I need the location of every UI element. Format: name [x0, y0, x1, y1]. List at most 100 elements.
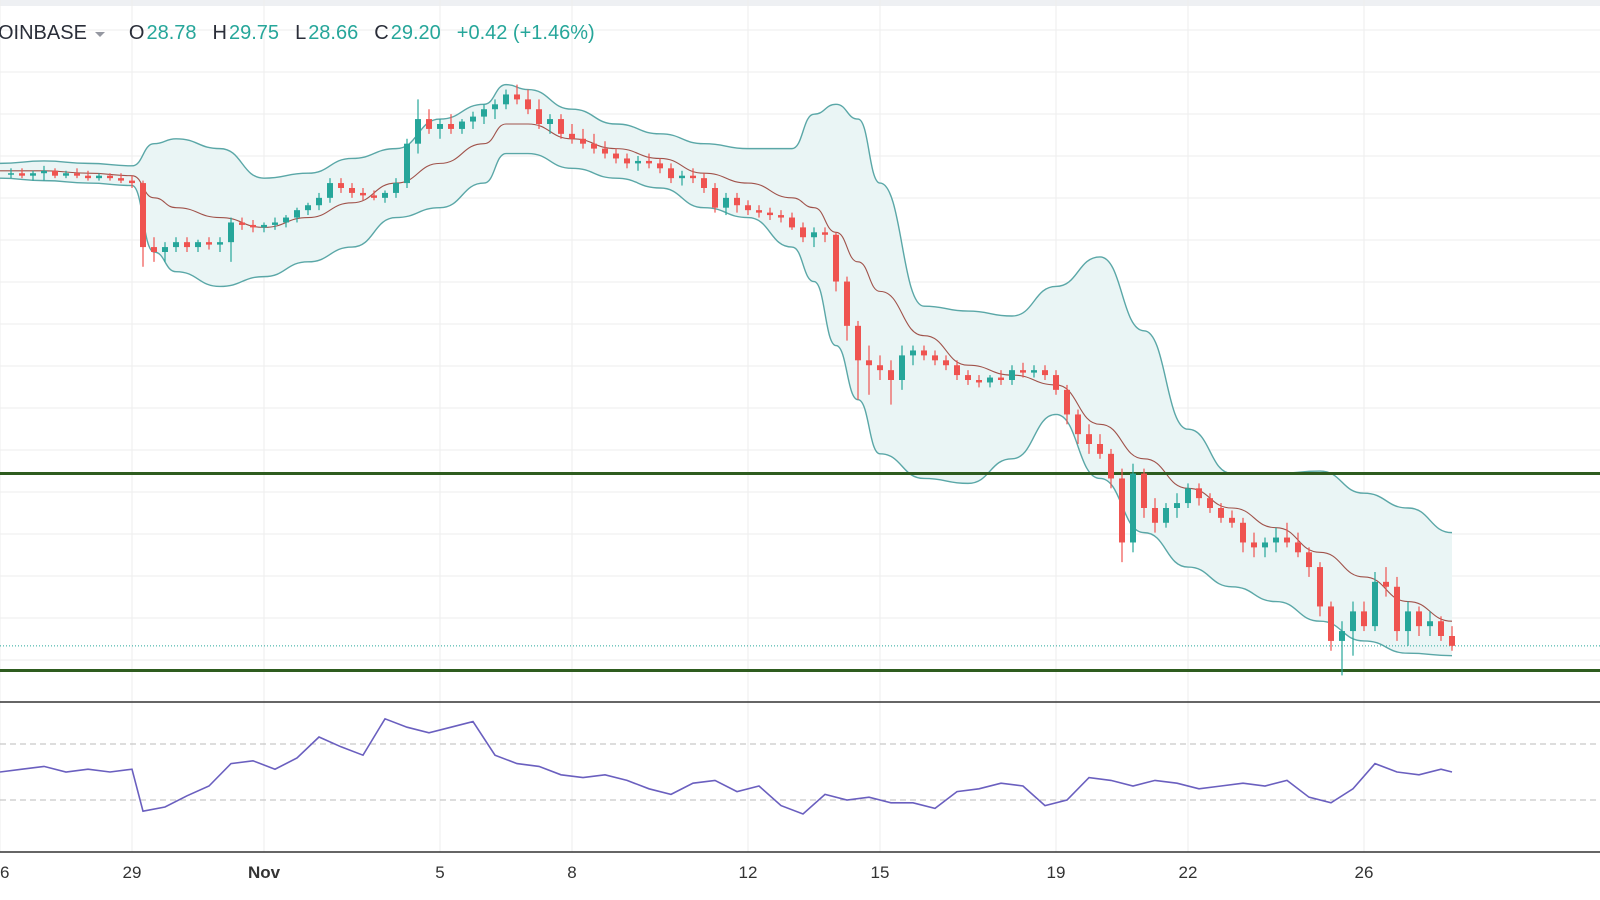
- change-value: +0.42 (+1.46%): [456, 21, 595, 44]
- candle-body: [767, 212, 773, 216]
- candle-body: [338, 183, 344, 188]
- candle: [910, 345, 916, 366]
- candle: [74, 168, 80, 179]
- candle-body: [1009, 370, 1015, 380]
- candle: [613, 148, 619, 164]
- candle-body: [140, 183, 146, 248]
- candle: [1306, 547, 1312, 577]
- candle-body: [19, 173, 25, 176]
- candle-body: [404, 143, 410, 184]
- rsi-line: [0, 717, 1453, 815]
- candle-body: [294, 210, 300, 218]
- candle: [943, 355, 949, 371]
- candle-body: [624, 158, 630, 164]
- candlesticks: [8, 84, 1455, 676]
- candle-body: [470, 116, 476, 122]
- candle-body: [503, 94, 509, 105]
- candle-body: [514, 94, 520, 100]
- x-axis-tick-label: 5: [435, 863, 444, 882]
- candle: [1416, 606, 1422, 636]
- candle-body: [1240, 522, 1246, 543]
- candle: [635, 156, 641, 171]
- candle: [1163, 503, 1169, 528]
- candle: [1086, 424, 1092, 454]
- bollinger-fill: [0, 84, 1452, 656]
- candle: [811, 227, 817, 248]
- candle-body: [690, 175, 696, 179]
- symbol-name[interactable]: OINBASE: [0, 21, 87, 44]
- candle-body: [745, 205, 751, 211]
- candle: [1218, 503, 1224, 523]
- candle: [8, 168, 14, 179]
- candle-body: [1119, 478, 1125, 543]
- candle-body: [52, 170, 58, 176]
- candle-body: [481, 109, 487, 117]
- candle: [591, 133, 597, 154]
- candle: [1361, 601, 1367, 632]
- candle-body: [1196, 488, 1202, 499]
- candle: [1284, 522, 1290, 548]
- candle: [52, 168, 58, 179]
- candle-body: [734, 197, 740, 206]
- candle: [41, 165, 47, 181]
- candle-body: [1174, 503, 1180, 508]
- candle: [239, 217, 245, 230]
- candle-body: [382, 192, 388, 198]
- candle-body: [998, 377, 1004, 380]
- candle: [580, 128, 586, 149]
- x-axis-tick-label: 15: [871, 863, 890, 882]
- candle: [261, 222, 267, 233]
- candle: [822, 227, 828, 243]
- candle: [745, 200, 751, 216]
- candle-body: [613, 153, 619, 159]
- candle-body: [437, 124, 443, 129]
- candle-body: [954, 365, 960, 376]
- ohlc-legend: OINBASE O 28.78 H 29.75 L 28.66 C 29.20 …: [0, 18, 595, 48]
- candle: [19, 168, 25, 179]
- low-label: L: [295, 21, 307, 44]
- candle: [668, 163, 674, 184]
- candle: [1383, 567, 1389, 597]
- candle: [1427, 611, 1433, 636]
- candle: [305, 202, 311, 216]
- x-axis-tick-label: 12: [739, 863, 758, 882]
- candle: [294, 207, 300, 223]
- candle-body: [118, 178, 124, 181]
- candle-body: [1427, 621, 1433, 627]
- candle-body: [1328, 606, 1334, 641]
- x-axis-tick-label: 26: [1355, 863, 1374, 882]
- candle: [382, 190, 388, 203]
- candle: [1075, 409, 1081, 444]
- candle: [272, 217, 278, 230]
- high-label: H: [212, 21, 227, 44]
- candle: [921, 345, 927, 361]
- candle: [250, 220, 256, 233]
- candle: [404, 138, 410, 188]
- candle-body: [239, 222, 245, 225]
- top-toolbar-strip: [0, 0, 1600, 6]
- candle-body: [1339, 631, 1345, 641]
- candle-body: [1438, 621, 1444, 636]
- candle: [327, 178, 333, 203]
- candle-body: [932, 355, 938, 361]
- candle-body: [525, 99, 531, 110]
- symbol-dropdown-icon[interactable]: [94, 31, 105, 37]
- candle: [1317, 562, 1323, 617]
- candle-body: [305, 205, 311, 211]
- candle: [1350, 601, 1356, 656]
- candle-body: [492, 104, 498, 110]
- candle: [1042, 365, 1048, 380]
- candle: [569, 124, 575, 144]
- candle: [1196, 483, 1202, 506]
- candle-body: [679, 175, 685, 179]
- candle-body: [1218, 508, 1224, 518]
- candle: [470, 111, 476, 129]
- candle-body: [866, 360, 872, 366]
- candle-body: [184, 242, 190, 248]
- candle-body: [1251, 542, 1257, 548]
- candle-body: [591, 143, 597, 149]
- candle-body: [1229, 517, 1235, 523]
- candle: [1240, 517, 1246, 553]
